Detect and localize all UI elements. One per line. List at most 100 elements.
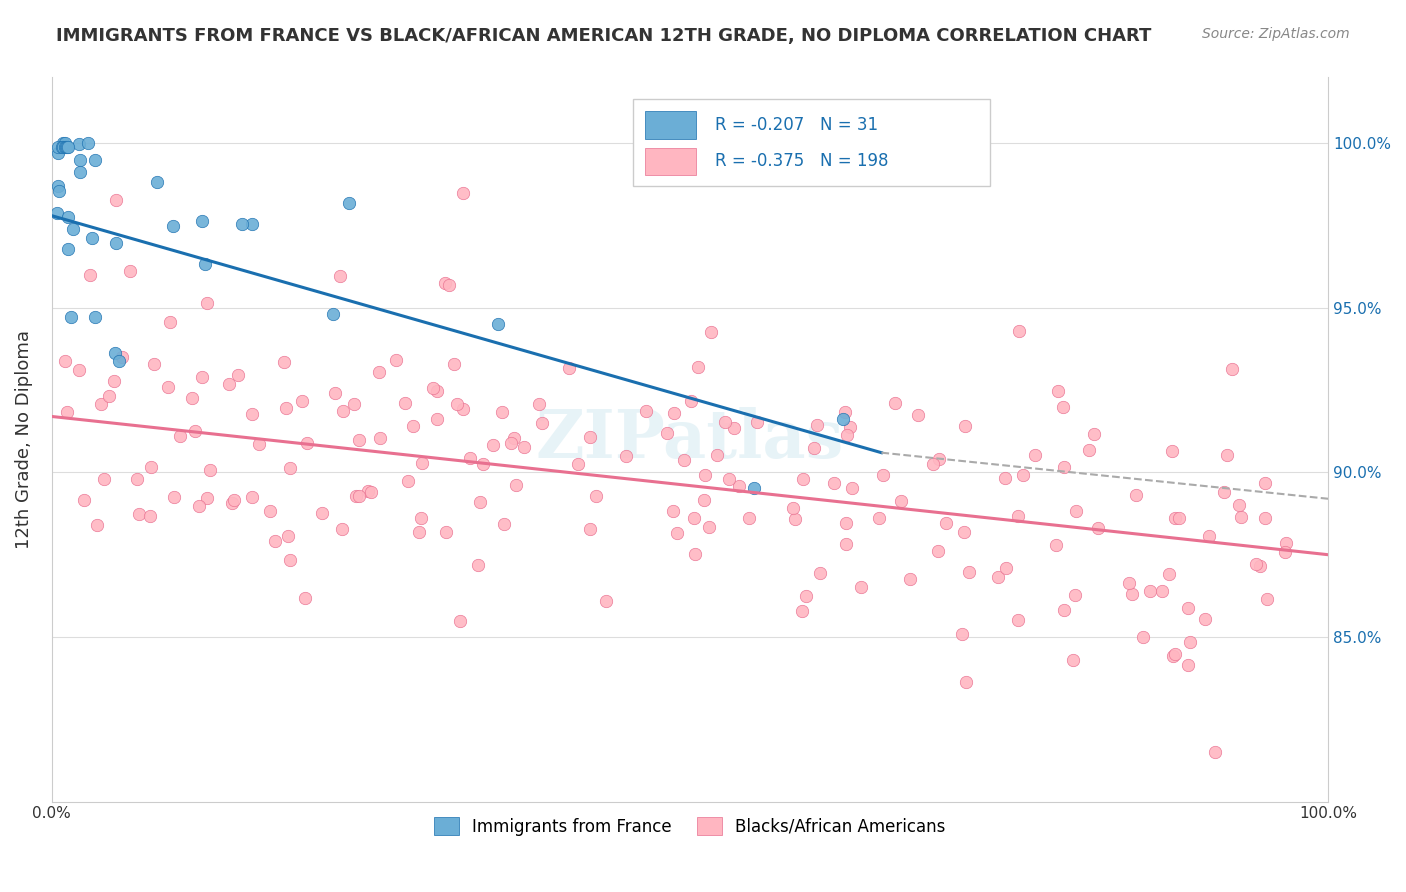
Point — [82, 230, 104, 244]
Point — [661, 504, 683, 518]
Point — [107, 353, 129, 368]
Point — [1177, 657, 1199, 672]
Point — [1157, 566, 1180, 581]
Point — [1198, 528, 1220, 542]
Point — [264, 533, 287, 548]
Point — [128, 507, 150, 521]
Point — [46, 179, 69, 194]
Point — [53, 136, 76, 151]
Point — [849, 580, 872, 594]
Point — [221, 496, 243, 510]
Point — [394, 396, 416, 410]
Point — [558, 361, 581, 376]
Point — [742, 482, 765, 496]
Point — [278, 553, 301, 567]
Point — [385, 353, 408, 368]
Point — [665, 525, 688, 540]
Point — [697, 519, 720, 533]
Point — [409, 511, 432, 525]
Point — [950, 627, 973, 641]
Point — [1008, 324, 1031, 338]
Point — [922, 457, 945, 471]
Point — [1254, 476, 1277, 491]
Point — [93, 472, 115, 486]
Point — [347, 489, 370, 503]
Point — [953, 524, 976, 539]
Point — [505, 477, 527, 491]
Point — [368, 431, 391, 445]
Point — [240, 407, 263, 421]
Point — [446, 397, 468, 411]
Point — [530, 416, 553, 430]
Point — [706, 448, 728, 462]
Point — [727, 479, 749, 493]
Point — [67, 363, 90, 377]
Point — [1212, 485, 1234, 500]
Point — [1194, 611, 1216, 625]
Point — [343, 397, 366, 411]
Point — [1139, 584, 1161, 599]
Point — [1125, 488, 1147, 502]
Point — [104, 193, 127, 207]
Point — [83, 310, 105, 325]
Point — [277, 529, 299, 543]
Text: R = -0.207   N = 31: R = -0.207 N = 31 — [716, 115, 879, 134]
Point — [792, 604, 814, 618]
Text: IMMIGRANTS FROM FRANCE VS BLACK/AFRICAN AMERICAN 12TH GRADE, NO DIPLOMA CORRELAT: IMMIGRANTS FROM FRANCE VS BLACK/AFRICAN … — [56, 27, 1152, 45]
Point — [578, 430, 600, 444]
Point — [957, 565, 980, 579]
Point — [471, 457, 494, 471]
Point — [955, 418, 977, 433]
Point — [222, 492, 245, 507]
Point — [927, 544, 949, 558]
Point — [907, 408, 929, 422]
FancyBboxPatch shape — [645, 148, 696, 175]
Point — [90, 397, 112, 411]
Point — [349, 433, 371, 447]
Point — [835, 516, 858, 531]
Legend: Immigrants from France, Blacks/African Americans: Immigrants from France, Blacks/African A… — [426, 809, 955, 844]
Point — [1254, 511, 1277, 525]
Point — [664, 406, 686, 420]
Point — [228, 368, 250, 383]
Point — [672, 452, 695, 467]
Point — [311, 506, 333, 520]
Point — [278, 460, 301, 475]
Point — [792, 472, 814, 486]
Point — [928, 451, 950, 466]
Point — [55, 139, 77, 153]
Point — [785, 512, 807, 526]
Point — [685, 547, 707, 561]
Point — [56, 139, 79, 153]
Point — [323, 385, 346, 400]
Y-axis label: 12th Grade, No Diploma: 12th Grade, No Diploma — [15, 330, 32, 549]
Point — [1132, 630, 1154, 644]
Point — [935, 516, 957, 530]
Point — [823, 476, 845, 491]
Point — [83, 153, 105, 167]
Point — [53, 354, 76, 368]
Point — [994, 471, 1017, 485]
Point — [688, 359, 710, 374]
Point — [1024, 448, 1046, 462]
Point — [451, 401, 474, 416]
Point — [503, 432, 526, 446]
Point — [458, 450, 481, 465]
Point — [883, 395, 905, 409]
Point — [1167, 511, 1189, 525]
Point — [56, 242, 79, 256]
Point — [344, 489, 367, 503]
Point — [52, 139, 75, 153]
Point — [695, 467, 717, 482]
Text: ZIPatlas: ZIPatlas — [536, 407, 844, 472]
Point — [1274, 545, 1296, 559]
Point — [181, 392, 204, 406]
Point — [329, 268, 352, 283]
Point — [890, 493, 912, 508]
Point — [139, 460, 162, 475]
Point — [1047, 384, 1070, 399]
FancyBboxPatch shape — [645, 112, 696, 139]
Point — [142, 357, 165, 371]
Point — [1163, 511, 1185, 525]
Point — [184, 424, 207, 438]
